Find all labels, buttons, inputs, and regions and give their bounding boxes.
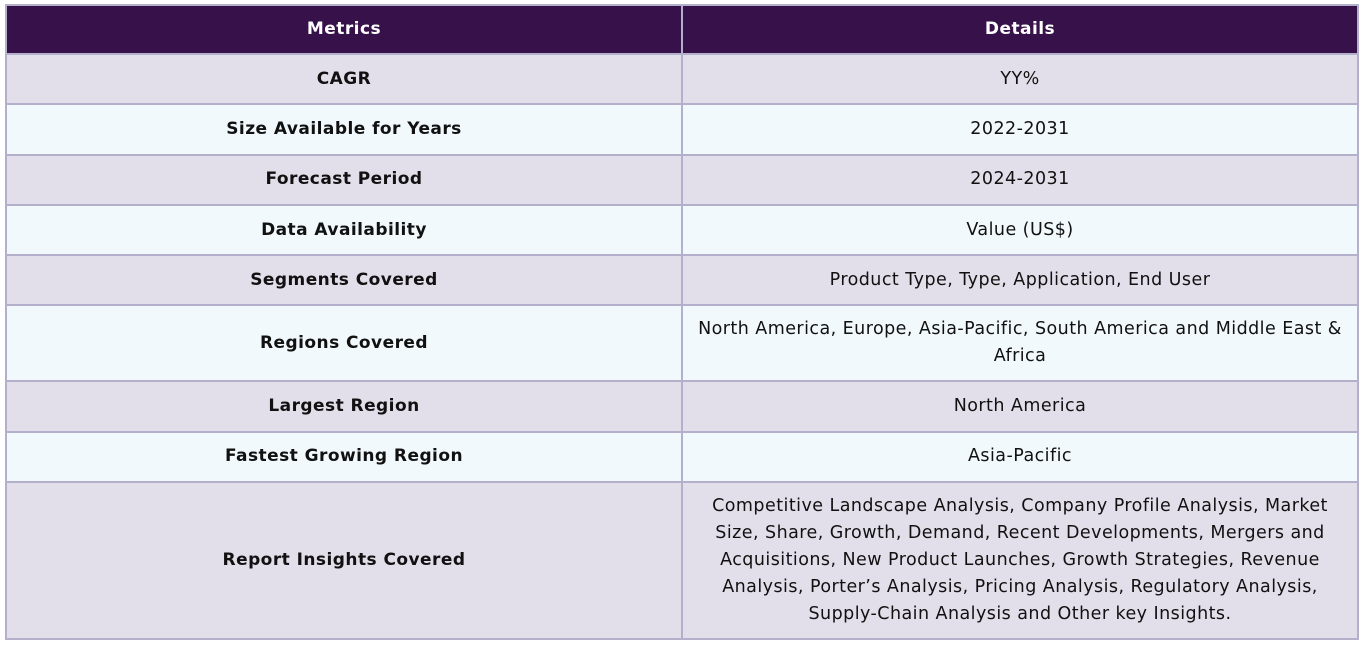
table-row: Size Available for Years 2022-2031 (5, 103, 1359, 156)
table-header-row: Metrics Details (5, 4, 1359, 55)
metric-cell: Size Available for Years (5, 103, 683, 156)
metric-cell: Forecast Period (5, 153, 683, 206)
table-row: CAGR YY% (5, 52, 1359, 106)
metric-cell: Largest Region (5, 380, 683, 433)
metric-cell: Fastest Growing Region (5, 430, 683, 484)
table-row: Report Insights Covered Competitive Land… (5, 481, 1359, 641)
header-metrics: Metrics (5, 4, 683, 55)
metric-cell: CAGR (5, 52, 683, 106)
details-cell: Asia-Pacific (681, 430, 1359, 484)
metric-cell: Regions Covered (5, 304, 683, 383)
details-cell: Value (US$) (681, 203, 1359, 257)
metrics-table: Metrics Details CAGR YY% Size Available … (5, 4, 1359, 641)
details-cell: YY% (681, 52, 1359, 106)
header-details: Details (681, 4, 1359, 55)
details-cell: Competitive Landscape Analysis, Company … (681, 481, 1359, 641)
table-row: Forecast Period 2024-2031 (5, 153, 1359, 206)
metric-cell: Segments Covered (5, 254, 683, 307)
metric-cell: Report Insights Covered (5, 481, 683, 641)
table-row: Segments Covered Product Type, Type, App… (5, 254, 1359, 307)
table-row: Data Availability Value (US$) (5, 203, 1359, 257)
details-cell: 2024-2031 (681, 153, 1359, 206)
details-cell: North America (681, 380, 1359, 433)
table-row: Regions Covered North America, Europe, A… (5, 304, 1359, 383)
metrics-table-container: Metrics Details CAGR YY% Size Available … (5, 4, 1359, 641)
details-cell: 2022-2031 (681, 103, 1359, 156)
details-cell: Product Type, Type, Application, End Use… (681, 254, 1359, 307)
metric-cell: Data Availability (5, 203, 683, 257)
table-row: Fastest Growing Region Asia-Pacific (5, 430, 1359, 484)
details-cell: North America, Europe, Asia-Pacific, Sou… (681, 304, 1359, 383)
table-row: Largest Region North America (5, 380, 1359, 433)
